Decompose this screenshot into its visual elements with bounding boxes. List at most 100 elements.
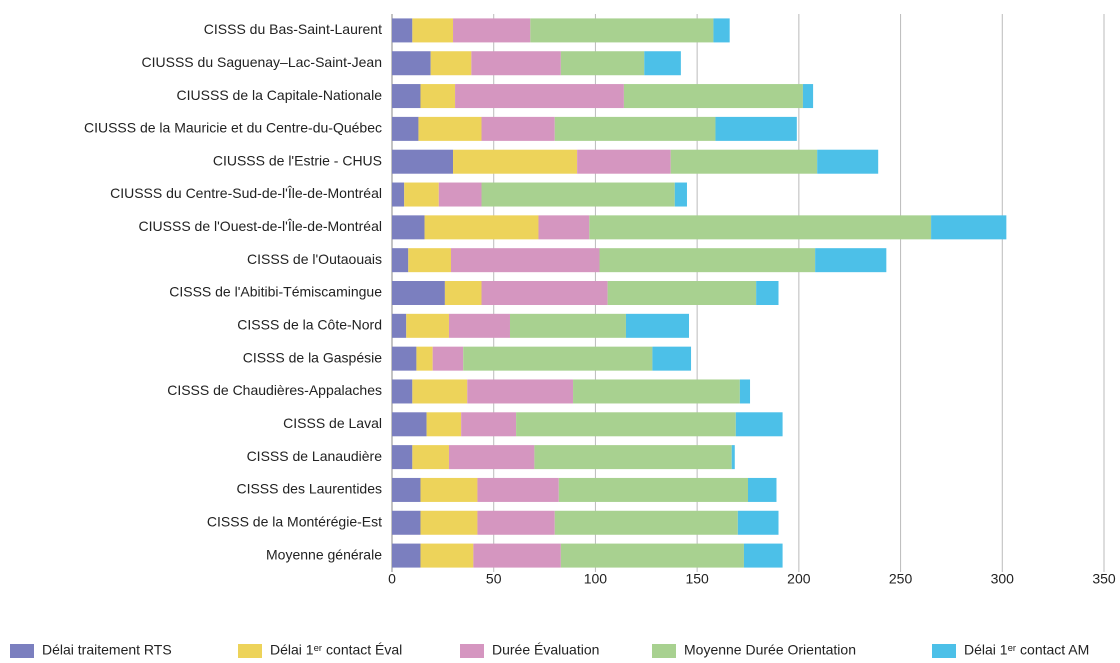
legend-label: Durée Évaluation (492, 642, 599, 658)
bar-segment (404, 182, 439, 207)
y-tick-label: CISSS de la Montérégie-Est (207, 513, 382, 529)
bar-segment (420, 84, 456, 109)
bar-segment (392, 84, 421, 109)
bar-segment (450, 248, 600, 273)
bar-segment (412, 18, 454, 43)
bar-segment (424, 215, 539, 240)
bar-segment (444, 281, 482, 305)
bar-segment (392, 281, 445, 305)
bar-segment (438, 182, 482, 207)
legend-label: Délai 1ᵉʳ contact AM (964, 642, 1089, 658)
bar-segment (432, 346, 464, 371)
y-tick-label: CISSS des Laurentides (236, 481, 382, 497)
y-tick-label: CIUSSS du Saguenay–Lac-Saint-Jean (142, 54, 382, 70)
bar-segment (455, 84, 624, 109)
legend-label: Moyenne Durée Orientation (684, 642, 856, 658)
y-tick-label: CISSS de l'Abitibi-Témiscamingue (169, 284, 382, 300)
y-tick-label: CISSS de Laval (283, 415, 382, 431)
y-tick-label: CIUSSS de l'Ouest-de-l'Île-de-Montréal (139, 218, 382, 234)
legend-label: Délai traitement RTS (42, 642, 172, 658)
bar-segment (748, 477, 777, 502)
bar-segment (481, 182, 675, 207)
bar-segment (554, 116, 716, 141)
y-tick-label: CIUSSS de la Capitale-Nationale (177, 87, 383, 103)
bar-segment (412, 379, 468, 404)
bar-segment (670, 149, 818, 174)
bar-segment (416, 346, 433, 371)
bar-segment (715, 116, 797, 141)
bar-segment (756, 281, 779, 305)
bar-segment (392, 116, 419, 141)
bar-segment (577, 149, 671, 174)
bar-segment (560, 51, 645, 76)
bar-segment (815, 248, 887, 273)
y-tick-label: CISSS de la Côte-Nord (237, 317, 382, 333)
bar-segment (573, 379, 740, 404)
bar-segment (739, 379, 751, 404)
y-tick-label: CISSS de Lanaudière (247, 448, 383, 464)
bar-segment (453, 149, 578, 174)
legend-swatch (460, 644, 484, 658)
y-tick-label: Moyenne générale (266, 546, 382, 562)
bar-segment (713, 18, 730, 43)
bar-segment (731, 445, 735, 470)
bar-segment (623, 84, 803, 109)
legend-label: Délai 1ᵉʳ contact Éval (270, 642, 402, 658)
bar-segment (392, 543, 421, 568)
legend-swatch (932, 644, 956, 658)
bar-segment (406, 313, 449, 338)
bar-segment (418, 116, 482, 141)
bar-segment (392, 346, 417, 371)
bar-segment (817, 149, 879, 174)
bar-segment (644, 51, 681, 76)
bar-segment (392, 51, 431, 76)
bar-segment (461, 412, 517, 437)
legend-swatch (238, 644, 262, 658)
x-tick-label: 200 (787, 571, 811, 587)
bar-segment (477, 477, 559, 502)
bar-segment (420, 510, 478, 535)
bar-segment (802, 84, 814, 109)
bar-segment (589, 215, 932, 240)
bar-segment (477, 510, 555, 535)
bar-segment (560, 543, 744, 568)
y-tick-label: CIUSSS de l'Estrie - CHUS (213, 152, 382, 168)
x-tick-label: 300 (991, 571, 1015, 587)
y-tick-label: CISSS de Chaudières-Appalaches (167, 382, 382, 398)
x-tick-label: 0 (388, 571, 396, 587)
bar-segment (420, 477, 478, 502)
bar-segment (392, 477, 421, 502)
bar-segment (392, 215, 425, 240)
x-tick-label: 100 (584, 571, 608, 587)
bar-segment (392, 379, 413, 404)
legend-swatch (652, 644, 676, 658)
y-tick-label: CISSS de la Gaspésie (243, 349, 383, 365)
bar-segment (599, 248, 816, 273)
bar-segment (392, 445, 413, 470)
y-tick-label: CISSS du Bas-Saint-Laurent (204, 21, 382, 37)
bar-segment (430, 51, 472, 76)
bar-segment (392, 149, 454, 174)
bar-segment (481, 116, 555, 141)
bar-segment (473, 543, 561, 568)
bar-segment (392, 510, 421, 535)
bar-segment (530, 18, 714, 43)
bar-segment (652, 346, 692, 371)
bar-segment (516, 412, 736, 437)
bar-segment (931, 215, 1007, 240)
bar-segment (392, 248, 409, 273)
y-tick-label: CISSS de l'Outaouais (247, 251, 382, 267)
bar-segment (467, 379, 574, 404)
legend-swatch (10, 644, 34, 658)
bar-segment (471, 51, 561, 76)
bar-segment (463, 346, 653, 371)
bar-segment (392, 18, 413, 43)
bar-segment (420, 543, 474, 568)
bar-segment (453, 18, 531, 43)
x-tick-label: 50 (486, 571, 502, 587)
bar-segment (392, 313, 407, 338)
x-tick-label: 250 (889, 571, 913, 587)
bar-segment (509, 313, 626, 338)
bar-segment (538, 215, 590, 240)
